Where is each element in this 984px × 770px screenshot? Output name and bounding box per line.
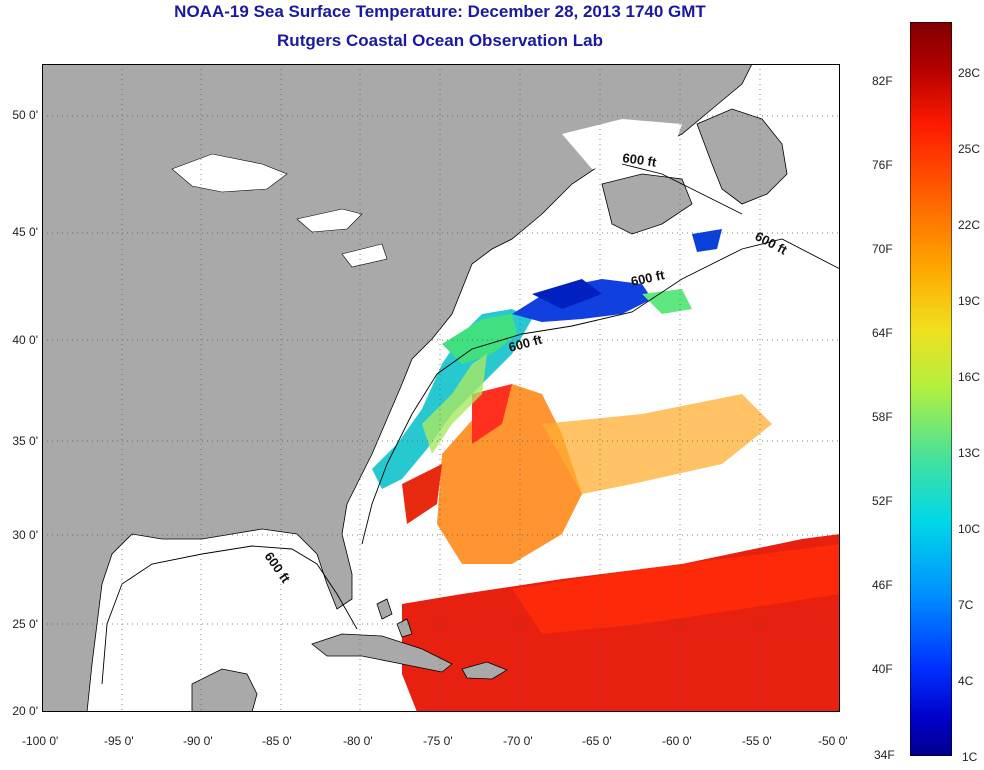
- cb-label-70f: 70F: [872, 242, 893, 256]
- cb-label-1c: 1C: [962, 750, 978, 764]
- cb-label-58f: 58F: [872, 410, 893, 424]
- isobath-label-1: 600 ft: [622, 150, 658, 170]
- map-subtitle: Rutgers Coastal Ocean Observation Lab: [277, 31, 603, 50]
- cloud-areas: [562, 119, 682, 169]
- lat-label-25: 25 0': [12, 617, 38, 631]
- cb-label-7c: 7C: [958, 598, 974, 612]
- cb-label-13c: 13C: [958, 446, 981, 460]
- cb-label-40f: 40F: [872, 662, 893, 676]
- cb-label-16c: 16C: [958, 370, 981, 384]
- map-grid: [42, 64, 840, 712]
- lat-label-30: 30 0': [12, 528, 38, 542]
- lon-label-80: -80 0': [343, 734, 373, 748]
- lon-label-65: -65 0': [582, 734, 612, 748]
- cb-label-10c: 10C: [958, 522, 981, 536]
- cb-label-82f: 82F: [872, 74, 893, 88]
- great-lakes: [171, 153, 388, 268]
- cb-label-34f: 34F: [874, 748, 895, 762]
- lon-label-90: -90 0': [183, 734, 213, 748]
- lon-label-85: -85 0': [262, 734, 292, 748]
- map-title: NOAA-19 Sea Surface Temperature: Decembe…: [174, 2, 706, 21]
- cb-label-4c: 4C: [958, 674, 974, 688]
- cb-label-52f: 52F: [872, 494, 893, 508]
- map-border: [42, 64, 840, 712]
- lat-label-35: 35 0': [12, 434, 38, 448]
- isobath-600ft: [101, 163, 840, 685]
- lat-label-45: 45 0': [12, 225, 38, 239]
- cb-label-25c: 25C: [958, 142, 981, 156]
- lon-label-75: -75 0': [423, 734, 453, 748]
- cb-label-28c: 28C: [958, 66, 981, 80]
- lon-label-55: -55 0': [742, 734, 772, 748]
- lon-label-100: -100 0': [22, 734, 59, 748]
- cb-label-19c: 19C: [958, 294, 981, 308]
- cb-label-64f: 64F: [872, 326, 893, 340]
- colorbar-gradient: [909, 21, 953, 757]
- lon-label-60: -60 0': [662, 734, 692, 748]
- lon-label-50: -50 0': [818, 734, 848, 748]
- colorbar: [909, 21, 953, 757]
- cb-label-46f: 46F: [872, 578, 893, 592]
- lat-label-50: 50 0': [12, 108, 38, 122]
- lat-label-40: 40 0': [12, 333, 38, 347]
- sst-map: 600 ft 600 ft 600 ft 600 ft 600 ft: [42, 64, 840, 712]
- isobath-label-3: 600 ft: [630, 267, 667, 289]
- sst-data-layer: [242, 229, 840, 712]
- lon-label-95: -95 0': [104, 734, 134, 748]
- cb-label-22c: 22C: [958, 218, 981, 232]
- lon-label-70: -70 0': [503, 734, 533, 748]
- land-layer: [42, 64, 788, 712]
- cb-label-76f: 76F: [872, 158, 893, 172]
- lat-label-20: 20 0': [12, 704, 38, 718]
